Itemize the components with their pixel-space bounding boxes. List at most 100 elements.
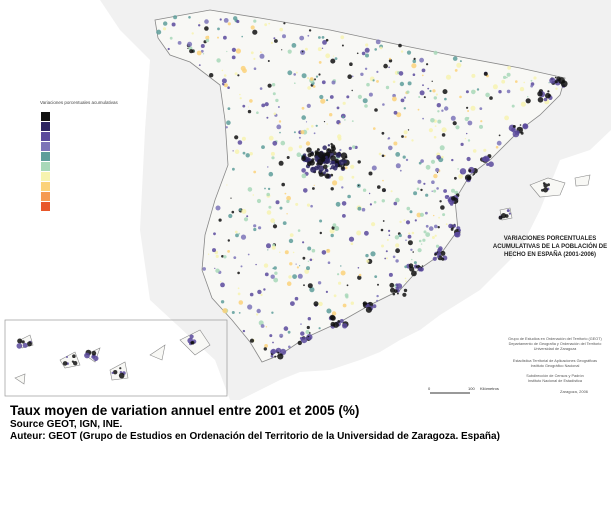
municipality-dot [464,138,467,140]
municipality-dot [21,340,25,344]
municipality-dot [198,24,201,27]
municipality-dot [361,51,366,56]
municipality-dot [333,55,335,57]
municipality-dot [253,19,257,23]
municipality-dot [342,303,347,308]
caption-author: Auteur: GEOT (Grupo de Estudios en Orden… [10,431,500,442]
municipality-dot [372,304,377,309]
municipality-dot [204,19,209,24]
municipality-dot [301,173,307,179]
municipality-dot [399,220,402,224]
municipality-dot [511,127,516,133]
municipality-dot [240,265,243,268]
municipality-dot [395,286,399,290]
municipality-dot [337,320,341,323]
municipality-dot [457,168,459,170]
caption-title: Taux moyen de variation annuel entre 200… [10,403,360,418]
municipality-dot [471,89,476,95]
municipality-dot [258,226,262,230]
municipality-dot [356,52,359,55]
municipality-dot [221,69,224,72]
municipality-dot [73,361,78,366]
municipality-dot [442,89,448,95]
municipality-dot [302,256,306,260]
municipality-dot [381,188,386,193]
municipality-dot [255,263,257,266]
municipality-dot [305,121,308,123]
municipality-dot [238,312,241,314]
municipality-dot [423,182,426,185]
municipality-dot [466,132,468,135]
municipality-dot [407,234,412,239]
municipality-dot [372,79,375,82]
municipality-dot [273,266,277,270]
municipality-dot [242,104,246,108]
municipality-dot [299,35,305,41]
municipality-dot [226,50,228,53]
municipality-dot [452,121,457,126]
municipality-dot [351,75,354,78]
municipality-dot [434,234,437,237]
municipality-dot [263,347,267,351]
municipality-dot [231,55,236,60]
municipality-dot [271,245,276,250]
municipality-dot [84,352,90,359]
municipality-dot [236,19,240,24]
municipality-dot [288,238,294,244]
municipality-dot [330,58,336,64]
municipality-dot [439,200,442,203]
municipality-dot [357,275,362,280]
municipality-dot [215,205,221,211]
municipality-dot [441,109,444,112]
municipality-dot [234,72,238,76]
municipality-dot [284,250,289,255]
municipality-dot [506,89,511,94]
municipality-dot [429,89,432,93]
municipality-dot [417,179,422,184]
municipality-dot [204,26,209,31]
municipality-dot [374,108,378,112]
municipality-dot [318,61,322,64]
municipality-dot [273,37,276,40]
municipality-dot [252,29,258,35]
municipality-dot [334,57,338,60]
municipality-dot [173,15,178,20]
municipality-dot [350,242,354,245]
municipality-dot [238,208,242,212]
municipality-dot [472,149,477,153]
municipality-dot [422,117,424,120]
municipality-dot [440,250,446,256]
municipality-dot [390,190,393,193]
municipality-dot [250,51,254,55]
municipality-dot [275,200,280,205]
municipality-dot [395,248,400,254]
municipality-dot [356,230,362,236]
municipality-dot [368,92,373,97]
municipality-dot [395,163,401,169]
municipality-dot [323,121,326,123]
municipality-dot [296,266,299,269]
municipality-dot [423,96,426,99]
municipality-dot [284,192,287,195]
municipality-dot [304,47,308,51]
municipality-dot [217,27,220,31]
municipality-dot [259,53,265,59]
municipality-dot [267,249,269,251]
municipality-dot [340,265,342,267]
municipality-dot [441,127,447,133]
municipality-dot [318,73,321,76]
municipality-dot [207,35,209,38]
municipality-dot [414,219,417,222]
municipality-dot [227,250,231,253]
municipality-dot [227,22,231,26]
caption-source: Source GEOT, IGN, INE. [10,419,123,430]
municipality-dot [233,16,238,21]
municipality-dot [280,348,287,355]
municipality-dot [418,239,422,243]
municipality-dot [369,203,372,206]
municipality-dot [226,120,231,125]
municipality-dot [198,22,201,24]
municipality-dot [245,153,250,158]
municipality-dot [447,195,450,198]
